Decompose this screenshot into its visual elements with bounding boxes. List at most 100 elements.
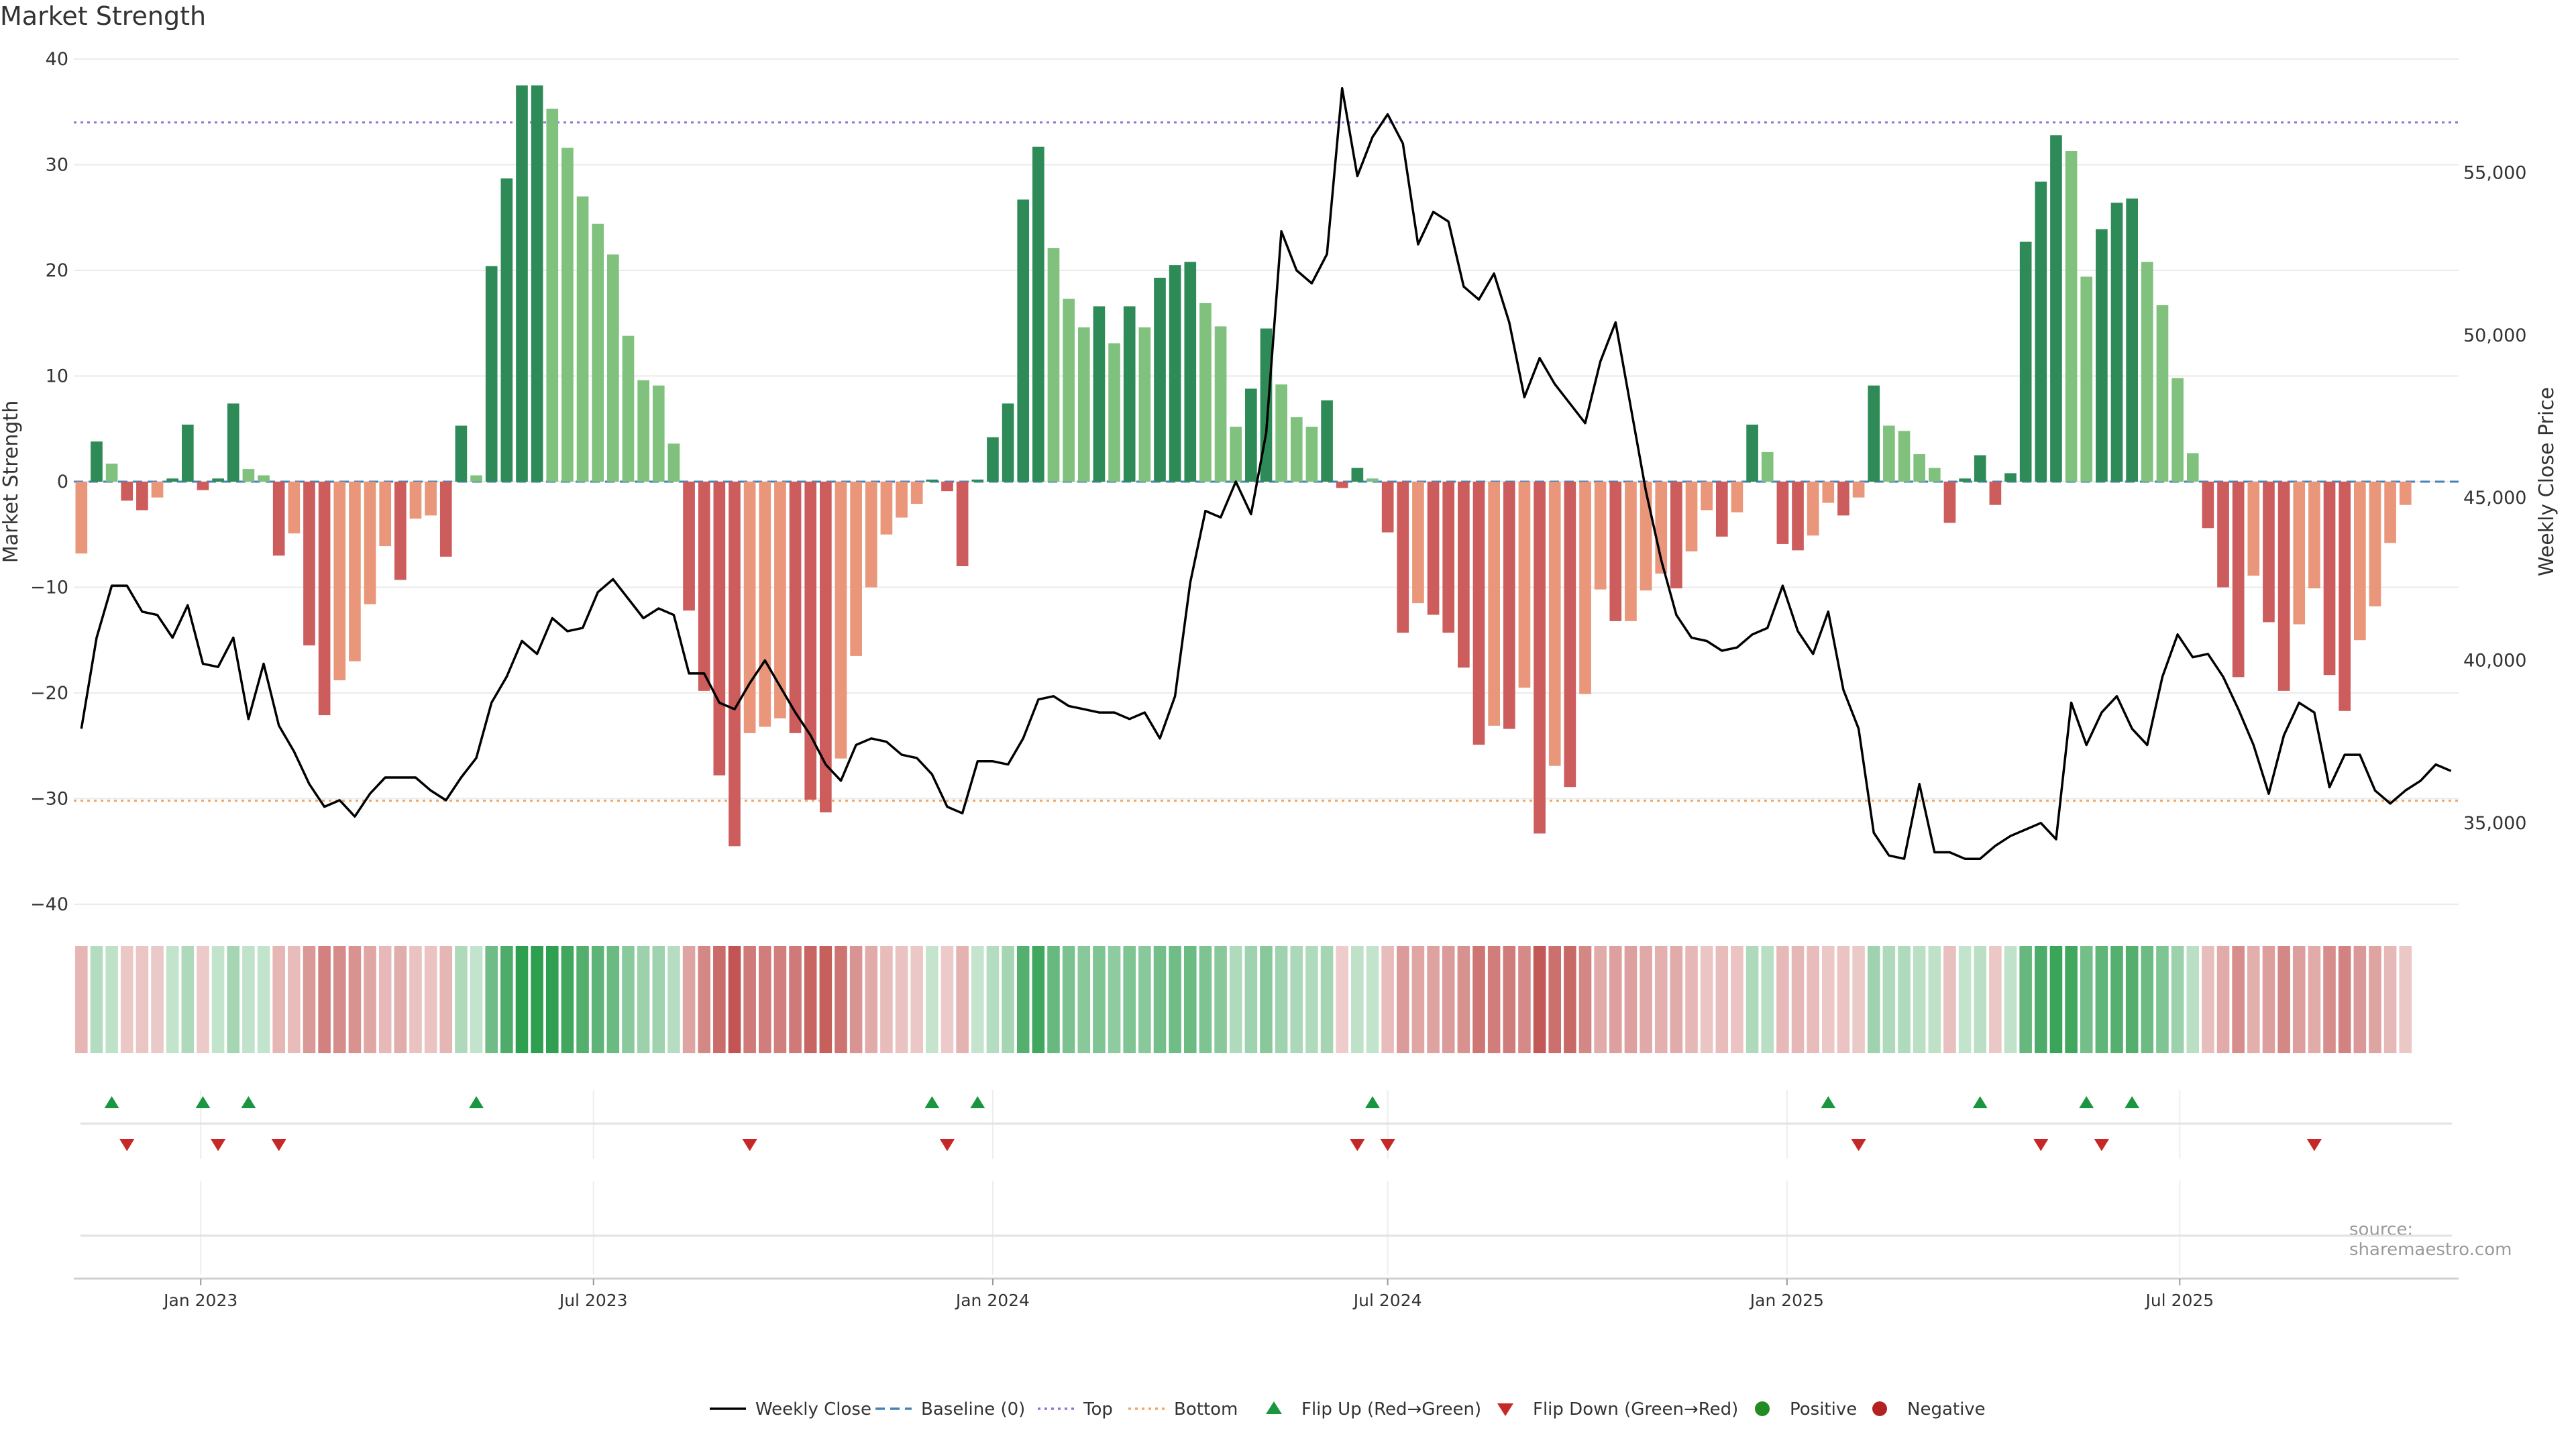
strength-bar [1943, 482, 1956, 523]
heatmap-cell [1457, 946, 1470, 1053]
strength-bar [1868, 385, 1880, 482]
strength-bar [349, 482, 361, 661]
y2-tick-label: 45,000 [2463, 488, 2526, 508]
strength-bar [1579, 482, 1591, 694]
heatmap-cell [789, 946, 802, 1053]
heatmap-cell [728, 946, 741, 1053]
strength-bar [1837, 482, 1849, 516]
strength-bar [622, 335, 635, 482]
heatmap-cell [1715, 946, 1729, 1053]
strength-bar [2308, 482, 2320, 589]
strength-bar [743, 482, 756, 733]
strength-bar [2293, 482, 2306, 625]
strength-bar [1625, 482, 1637, 621]
strength-bar [1776, 482, 1789, 544]
strength-bar [2232, 482, 2245, 678]
heatmap-cell [2186, 946, 2200, 1053]
strength-bar [2353, 482, 2366, 641]
heatmap-cell [1260, 946, 1273, 1053]
legend-label: Bottom [1174, 1399, 1238, 1419]
chart-title: Market Strength [0, 1, 207, 31]
heatmap-cell [1548, 946, 1562, 1053]
heatmap-cell [1169, 946, 1181, 1053]
flip-up-marker [195, 1096, 211, 1108]
flip-down-marker [211, 1139, 226, 1151]
legend-item: Positive [1755, 1399, 1857, 1419]
strength-bar [910, 482, 923, 504]
strength-bar [667, 443, 680, 482]
y-tick-label: −20 [30, 683, 68, 704]
heatmap-cell [303, 946, 316, 1053]
strength-bar [941, 482, 953, 492]
flip-down-marker [2033, 1139, 2049, 1151]
y2-tick-label: 35,000 [2463, 813, 2526, 834]
weekly-close-line [80, 87, 2452, 860]
strength-bars [75, 85, 2412, 847]
heatmap-cell [1867, 946, 1880, 1053]
heatmap-cell [1472, 946, 1485, 1053]
legend-label: Flip Up (Red→Green) [1301, 1399, 1481, 1419]
strength-bar [926, 479, 938, 482]
x-tick-label: Jul 2023 [558, 1291, 628, 1310]
strength-bar [531, 85, 543, 482]
strength-bar [1503, 482, 1515, 729]
heatmap-cell [652, 946, 665, 1053]
strength-bar [212, 478, 224, 482]
legend-label: Top [1083, 1399, 1113, 1419]
strength-bar [1472, 482, 1485, 745]
strength-bar [1989, 482, 2002, 505]
strength-bar [1138, 327, 1151, 482]
flip-down-marker [742, 1139, 757, 1151]
y-tick-label: 10 [46, 366, 68, 387]
heatmap-cell [1229, 946, 1242, 1053]
strength-bar [2004, 473, 2017, 482]
heatmap-cell [485, 946, 498, 1053]
y2-axis-label: Weekly Close Price [2535, 387, 2559, 576]
heatmap-cell [819, 946, 833, 1053]
strength-bar [1093, 306, 1106, 482]
strength-bar [1959, 478, 1971, 482]
legend-label: Flip Down (Green→Red) [1533, 1399, 1738, 1419]
flip-down-marker [1380, 1139, 1395, 1151]
strength-bar [2217, 482, 2229, 588]
strength-bar [91, 441, 103, 482]
heatmap-cell [667, 946, 680, 1053]
strength-bar [1928, 468, 1941, 482]
heatmap-cell [470, 946, 483, 1053]
heatmap-cell [606, 946, 620, 1053]
heatmap-cell [758, 946, 771, 1053]
strength-bar [425, 482, 437, 516]
heatmap-cell [2110, 946, 2123, 1053]
heatmap-cell [849, 946, 863, 1053]
heatmap-cell [2019, 946, 2032, 1053]
strength-bar [1336, 482, 1348, 488]
heatmap-cell [1640, 946, 1652, 1053]
legend-item: Flip Up (Red→Green) [1266, 1399, 1481, 1419]
heatmap-cell [500, 946, 513, 1053]
strength-bar [1214, 326, 1227, 482]
strength-bar [2035, 181, 2047, 482]
strength-bar [987, 437, 999, 482]
heatmap-cell [2262, 946, 2275, 1053]
y2-tick-label: 40,000 [2463, 651, 2526, 672]
strength-bar [1822, 482, 1835, 503]
heatmap-cell [1670, 946, 1683, 1053]
strength-bar [1077, 327, 1090, 482]
flip-down-marker [1851, 1139, 1866, 1151]
heatmap-cell [120, 946, 133, 1053]
heatmap-cell [986, 946, 1000, 1053]
strength-bar [2141, 262, 2153, 482]
heatmap-cell [2080, 946, 2093, 1053]
legend-item: Flip Down (Green→Red) [1497, 1399, 1738, 1419]
strength-bar [1442, 482, 1455, 633]
flip-up-marker [104, 1096, 119, 1108]
strength-bar [227, 403, 239, 482]
heatmap-cell [804, 946, 817, 1053]
heatmap-cell [576, 946, 589, 1053]
strength-bar [2065, 151, 2078, 482]
strength-bar [181, 424, 194, 482]
strength-bar [713, 482, 726, 775]
heatmap-cell [1077, 946, 1091, 1053]
heatmap-cell [1776, 946, 1789, 1053]
